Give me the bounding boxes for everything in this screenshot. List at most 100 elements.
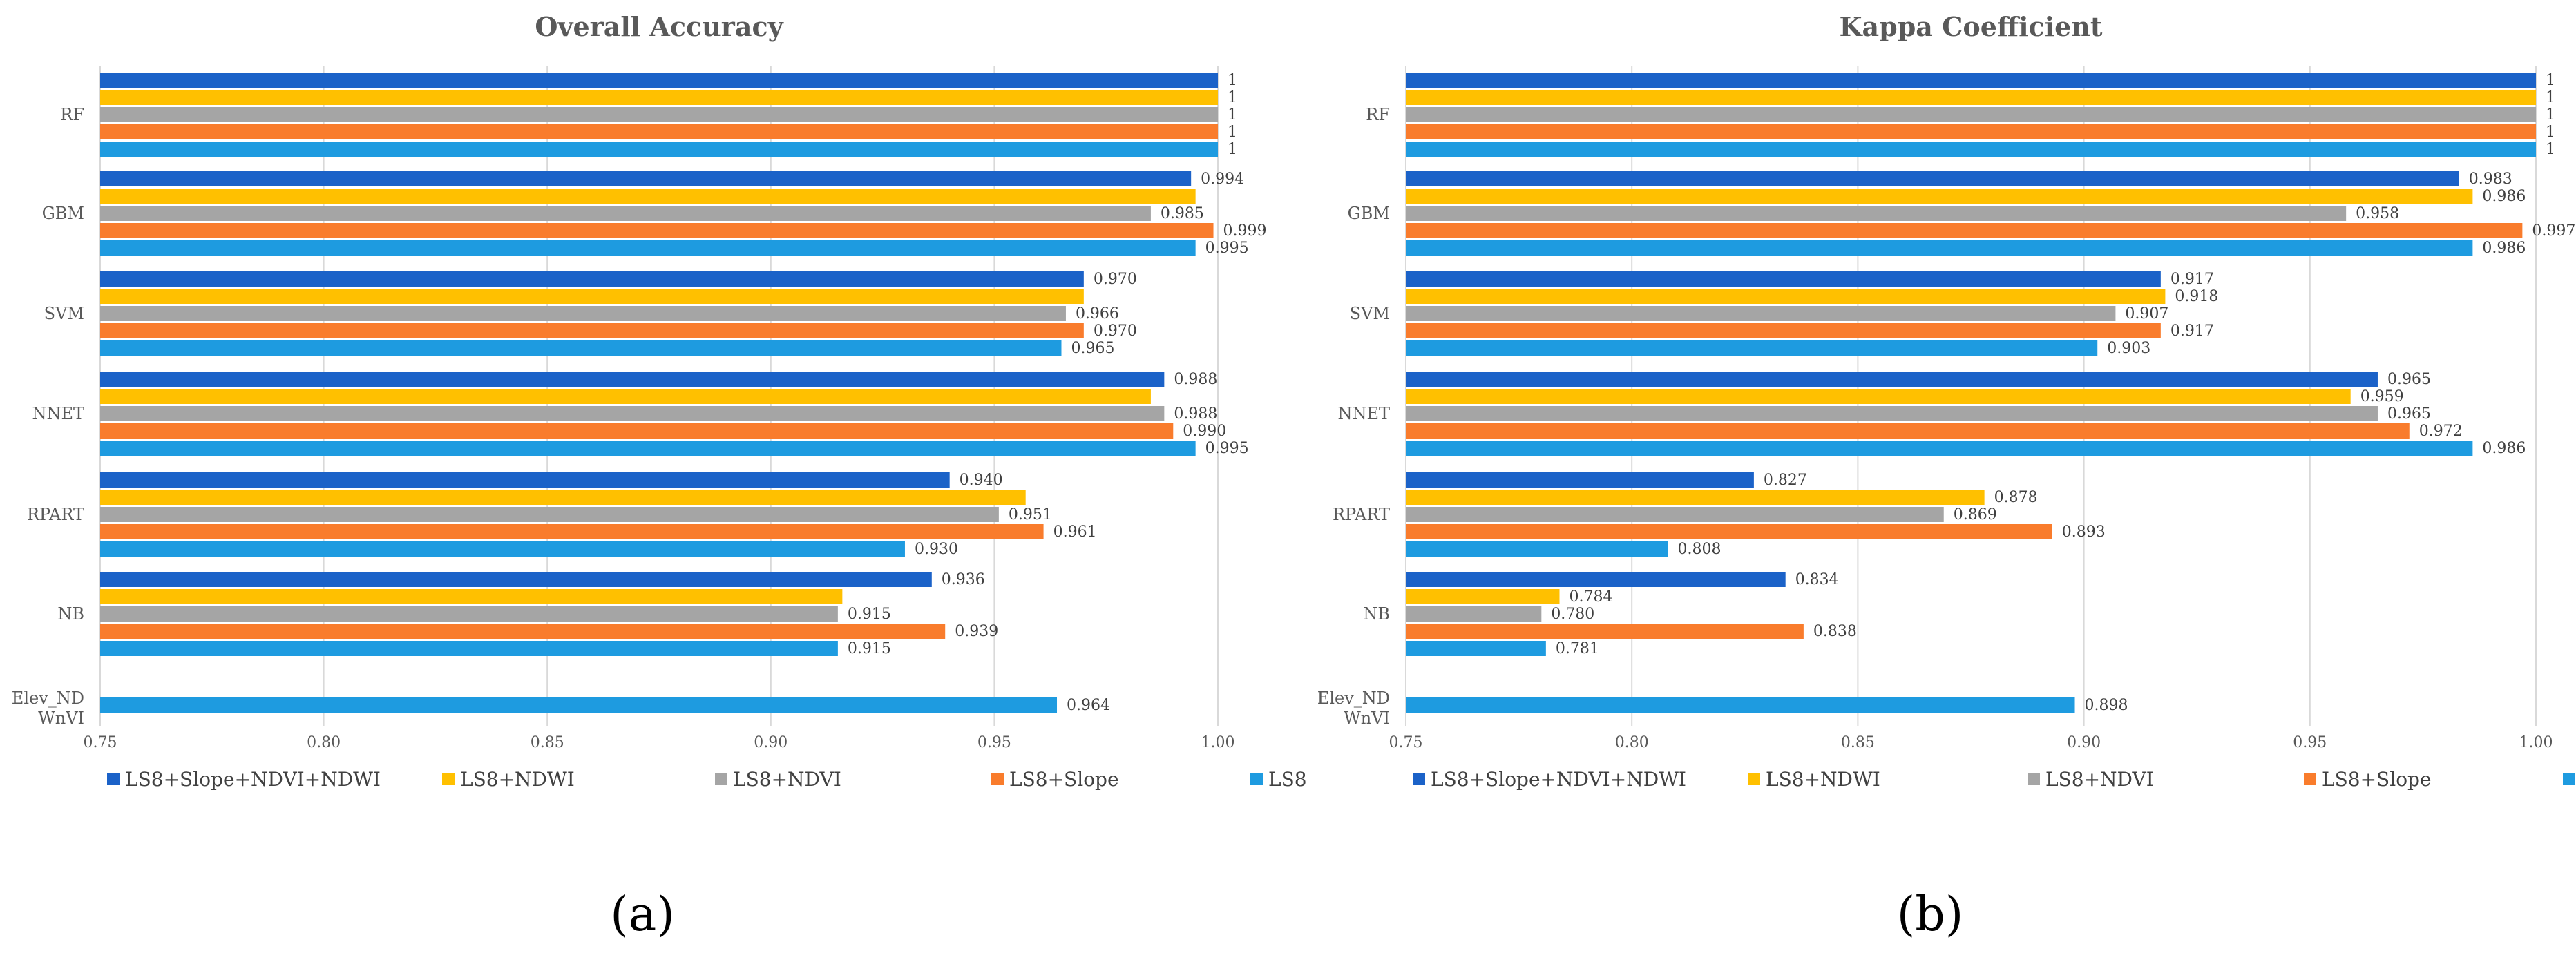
bar [100, 406, 1165, 421]
bar-value-label: 0.995 [1205, 440, 1249, 457]
legend-label: LS8+NDWI [460, 768, 575, 791]
category-label: NNET [1337, 404, 1390, 423]
bar-value-label: 0.915 [848, 640, 891, 657]
bar [100, 572, 932, 587]
bar [1406, 323, 2161, 338]
bar [100, 223, 1214, 238]
bar-value-label: 1 [2546, 124, 2555, 141]
legend-swatch [2304, 773, 2316, 785]
bar [100, 124, 1218, 139]
category-label: RF [60, 105, 84, 124]
bar [1406, 73, 2536, 88]
bar [100, 340, 1062, 356]
bar-value-label: 0.965 [2387, 405, 2431, 423]
bar [1406, 507, 1944, 522]
bar-value-label: 0.930 [915, 541, 958, 558]
category-label: SVM [44, 304, 84, 323]
bar-value-label: 0.936 [942, 571, 985, 588]
bar-value-label: 0.990 [1183, 423, 1226, 440]
x-tick-label: 0.95 [2293, 734, 2327, 751]
bar-value-label: 0.951 [1009, 506, 1052, 523]
bar [100, 606, 838, 622]
bar-value-label: 0.985 [1161, 205, 1204, 222]
category-label: RPART [27, 505, 84, 524]
bar-value-label: 0.972 [2419, 423, 2463, 440]
bar [100, 641, 838, 656]
legend-label: LS8+NDVI [733, 768, 841, 791]
bar-value-label: 0.903 [2107, 340, 2150, 357]
bar [1406, 697, 2075, 713]
bar-value-label: 0.918 [2175, 288, 2218, 305]
bar [1406, 289, 2166, 304]
bar [100, 423, 1174, 439]
bar-value-label: 0.898 [2085, 697, 2128, 714]
bar [100, 142, 1218, 157]
bar [100, 372, 1165, 387]
bar-value-label: 0.970 [1094, 323, 1137, 340]
bar-value-label: 1 [1228, 89, 1237, 106]
category-label: GBM [42, 204, 84, 223]
bar [100, 171, 1192, 186]
bar [1406, 171, 2459, 186]
bar-value-label: 0.784 [1569, 588, 1612, 606]
bar [100, 697, 1058, 713]
bar [1406, 406, 2378, 421]
x-tick-label: 0.85 [1841, 734, 1875, 751]
bar [1406, 306, 2116, 321]
legend-swatch [1748, 773, 1760, 785]
bar [1406, 524, 2052, 539]
category-label: WnVI [1344, 709, 1390, 728]
legend-label: LS8+Slope [1009, 768, 1119, 791]
bar-value-label: 0.988 [1174, 405, 1217, 423]
x-tick-label: 0.75 [1389, 734, 1423, 751]
bar-value-label: 0.838 [1813, 623, 1857, 640]
bar-value-label: 0.997 [2532, 222, 2575, 240]
category-label: NB [1363, 604, 1390, 624]
bar [1406, 441, 2473, 456]
bar [100, 490, 1026, 505]
legend-swatch [442, 773, 455, 785]
bar-value-label: 0.893 [2062, 523, 2106, 541]
bar-value-label: 0.964 [1067, 697, 1110, 714]
bar [100, 306, 1066, 321]
bar-value-label: 0.940 [960, 472, 1003, 489]
bar-value-label: 0.869 [1954, 506, 1997, 523]
bar-value-label: 1 [1228, 72, 1237, 89]
bar [100, 90, 1218, 105]
bar-value-label: 0.986 [2482, 440, 2526, 457]
bar-value-label: 0.965 [1071, 340, 1114, 357]
bar-value-label: 0.965 [2387, 371, 2431, 388]
bar-value-label: 0.907 [2125, 305, 2168, 323]
legend-label: LS8+NDVI [2045, 768, 2154, 791]
legend-swatch [1250, 773, 1263, 785]
panel-label: (a) [610, 887, 675, 942]
bar [1406, 90, 2536, 105]
x-tick-label: 0.80 [1615, 734, 1649, 751]
bar [100, 589, 843, 604]
legend-label: LS8+Slope+NDVI+NDWI [1431, 768, 1686, 791]
chart-title: Kappa Coefficient [1840, 11, 2103, 42]
bar [100, 240, 1196, 256]
legend-label: LS8 [1268, 768, 1307, 791]
bar [1406, 472, 1754, 488]
x-tick-label: 0.90 [754, 734, 788, 751]
bar-value-label: 0.966 [1076, 305, 1119, 323]
bar [100, 271, 1084, 287]
x-tick-label: 0.95 [977, 734, 1011, 751]
bar [100, 206, 1151, 221]
bar-value-label: 0.827 [1764, 472, 1807, 489]
bar [1406, 124, 2536, 139]
bar [1406, 372, 2378, 387]
x-tick-label: 0.85 [531, 734, 564, 751]
bar-value-label: 0.959 [2360, 388, 2404, 405]
bar [1406, 589, 1560, 604]
category-label: GBM [1348, 204, 1390, 223]
bar [1406, 606, 1542, 622]
legend-swatch [991, 773, 1004, 785]
bar [1406, 490, 1985, 505]
category-label: NNET [32, 404, 84, 423]
legend-label: LS8+Slope [2322, 768, 2432, 791]
bar [1406, 423, 2410, 439]
